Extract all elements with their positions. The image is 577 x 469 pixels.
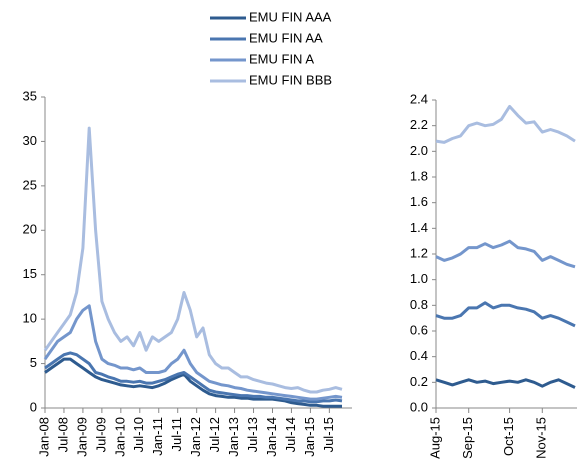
y-tick-label: 30: [23, 133, 37, 148]
y-tick-label: 2.2: [410, 117, 428, 132]
series-line: [435, 301, 576, 328]
y-tick-label: 15: [23, 266, 37, 281]
series-line: [44, 357, 342, 408]
x-tick-label: Jan-15: [302, 417, 317, 457]
x-tick-label: Jan-10: [112, 417, 127, 457]
x-tick-label: Jul-13: [245, 417, 260, 452]
y-tick-label: 1.8: [410, 168, 428, 183]
series-line: [44, 351, 343, 404]
legend-label: EMU FIN AA: [249, 30, 323, 45]
x-tick-label: Jan-14: [264, 417, 279, 457]
x-tick-label: Jan-11: [150, 417, 165, 456]
y-tick-label: 2.4: [410, 91, 428, 106]
x-tick-label: Jul-15: [321, 417, 336, 452]
x-tick-label: Jul-14: [283, 417, 298, 452]
legend-label: EMU FIN A: [249, 51, 314, 66]
y-tick-label: 25: [23, 177, 37, 192]
x-tick-label: Jan-08: [36, 417, 51, 457]
series-line: [43, 304, 343, 401]
y-tick-label: 5: [30, 355, 37, 370]
series-line: [435, 104, 576, 144]
y-tick-label: 0.0: [410, 399, 428, 414]
y-tick-label: 2.0: [410, 143, 428, 158]
x-tick-label: Jan-12: [188, 417, 203, 457]
legend-label: EMU FIN AAA: [249, 9, 332, 24]
y-tick-label: 0.6: [410, 322, 428, 337]
y-tick-label: 1.4: [410, 220, 428, 235]
x-tick-label: Jul-09: [93, 417, 108, 452]
y-tick-label: 35: [23, 88, 37, 103]
x-tick-label: Nov-15: [534, 417, 549, 459]
x-tick-label: Sep-15: [460, 417, 475, 459]
series-line: [43, 126, 343, 394]
x-tick-label: Jul-10: [131, 417, 146, 452]
y-tick-label: 1.2: [410, 245, 428, 260]
y-tick-label: 0.8: [410, 297, 428, 312]
x-tick-label: Jan-09: [74, 417, 89, 457]
y-tick-label: 10: [23, 311, 37, 326]
series-line: [435, 378, 576, 389]
y-tick-label: 1.6: [410, 194, 428, 209]
x-tick-label: Oct-15: [501, 417, 516, 456]
x-tick-label: Aug-15: [427, 417, 442, 459]
y-tick-label: 1.0: [410, 271, 428, 286]
x-tick-label: Jan-13: [226, 417, 241, 457]
x-tick-label: Jul-12: [207, 417, 222, 452]
y-tick-label: 0.2: [410, 374, 428, 389]
series-line: [435, 239, 576, 269]
y-tick-label: 0: [30, 399, 37, 414]
x-tick-label: Jul-11: [169, 417, 184, 451]
y-tick-label: 20: [23, 222, 37, 237]
y-tick-label: 0.4: [410, 348, 428, 363]
x-tick-label: Jul-08: [55, 417, 70, 452]
legend-label: EMU FIN BBB: [249, 72, 332, 87]
